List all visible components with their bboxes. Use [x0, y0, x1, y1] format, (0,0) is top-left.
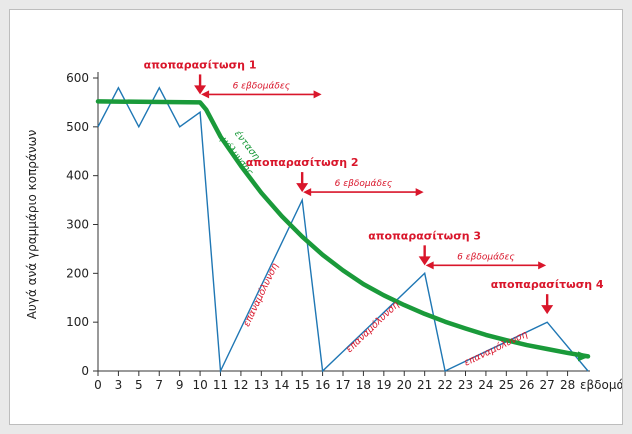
duration-label-2: 6 εβδομάδες — [335, 179, 393, 189]
x-tick-label: 26 — [519, 378, 534, 392]
x-tick-label: 18 — [356, 378, 371, 392]
duration-arrow-right-2 — [415, 188, 424, 197]
x-tick-label: 20 — [397, 378, 412, 392]
reinfection-label-1: επαναμόλυνση — [241, 262, 281, 329]
deworming-arrow-head-2 — [296, 183, 309, 193]
duration-arrow-right-1 — [313, 90, 322, 99]
y-axis-label-group: Αυγά ανά γραμμάριο κοπράνων — [25, 129, 39, 319]
x-tick-label: 23 — [458, 378, 473, 392]
y-tick-label: 0 — [81, 364, 89, 378]
duration-label-1: 6 εβδομάδες — [233, 81, 291, 91]
chart-frame: 0 100 200 300 400 500 600 0 3 5 7 9 10 11 12 13 14 15 16 17… — [9, 9, 623, 425]
x-tick-label: 16 — [315, 378, 330, 392]
x-tick-label: 28 — [560, 378, 575, 392]
duration-label-3: 6 εβδομάδες — [457, 252, 515, 262]
duration-arrow-right-3 — [538, 261, 547, 270]
y-tick-label: 500 — [66, 120, 89, 134]
x-tick-label: 22 — [437, 378, 452, 392]
deworming-arrow-head-4 — [541, 305, 554, 315]
x-tick-label: 7 — [155, 378, 163, 392]
y-tick-label: 400 — [66, 169, 89, 183]
reinfection-label-2: επαναμόλυνση — [344, 299, 401, 355]
y-tick-label: 100 — [66, 315, 89, 329]
x-tick-label: 12 — [233, 378, 248, 392]
y-tick-label: 300 — [66, 218, 89, 232]
y-tick-label: 200 — [66, 266, 89, 280]
deworming-arrow-head-3 — [418, 256, 431, 266]
x-tick-label: 15 — [295, 378, 310, 392]
deworming-label-4: αποπαρασίτωση 4 — [491, 278, 604, 291]
deworming-label-1: αποπαρασίτωση 1 — [144, 58, 257, 71]
y-axis-label: Αυγά ανά γραμμάριο κοπράνων — [25, 129, 39, 319]
x-tick-label: 13 — [254, 378, 269, 392]
x-tick-label: 25 — [499, 378, 514, 392]
x-tick-label: 5 — [135, 378, 143, 392]
deworming-label-2: αποπαρασίτωση 2 — [246, 156, 359, 169]
duration-arrow-left-1 — [201, 90, 210, 99]
x-tick-label: 14 — [274, 378, 289, 392]
intensity-arrowhead — [578, 351, 590, 362]
infection-intensity-line — [95, 99, 591, 359]
deworming-arrow-head-1 — [194, 85, 207, 95]
x-tick-label: 9 — [176, 378, 184, 392]
y-tick-label: 600 — [66, 71, 89, 85]
x-tick-label: 27 — [540, 378, 555, 392]
x-tick-label: 21 — [417, 378, 432, 392]
egg-count-line — [97, 86, 589, 374]
x-tick-label: 10 — [192, 378, 207, 392]
x-tick-label: 11 — [213, 378, 228, 392]
x-axis-suffix: εβδομάδες — [580, 378, 623, 392]
duration-arrow-left-2 — [303, 188, 312, 197]
x-tick-label: 0 — [94, 378, 102, 392]
egg-count-series — [97, 86, 589, 374]
x-tick-label: 3 — [115, 378, 123, 392]
annotations: αποπαρασίτωση 1 6 εβδομάδες αποπαρασίτωση … — [144, 58, 604, 368]
x-tick-label: 17 — [335, 378, 350, 392]
x-tick-label: 19 — [376, 378, 391, 392]
deworming-label-3: αποπαρασίτωση 3 — [368, 229, 481, 242]
duration-arrow-left-3 — [425, 261, 434, 270]
x-tick-label: 24 — [478, 378, 493, 392]
reinfection-label-3: επαναμόλυνση — [462, 329, 529, 369]
